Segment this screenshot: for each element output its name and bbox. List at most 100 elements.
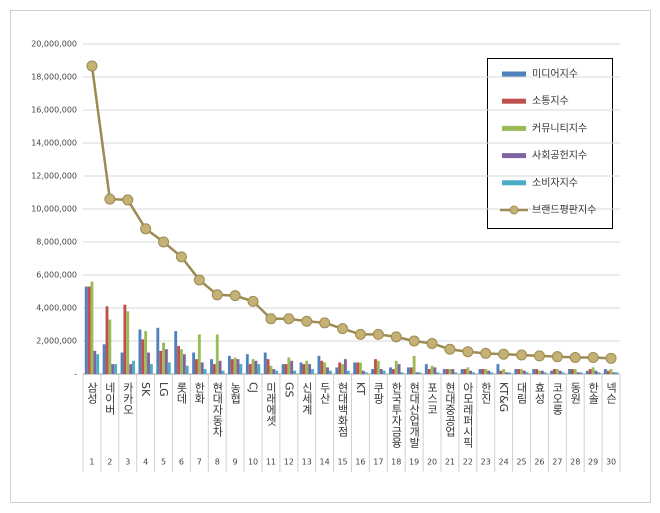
bar (525, 372, 529, 374)
bar (588, 369, 592, 374)
bar (299, 362, 303, 374)
y-tick-label: 4,000,000 (36, 304, 77, 313)
bar (346, 370, 350, 374)
bar (430, 365, 434, 374)
bar (338, 362, 342, 374)
bar (93, 350, 97, 374)
bar (174, 331, 178, 374)
bar (374, 359, 377, 374)
bar (433, 367, 437, 374)
legend-swatch (502, 71, 526, 77)
line-marker (372, 328, 384, 340)
bar (293, 370, 297, 374)
rank-label: 10 (248, 458, 258, 467)
bar (490, 372, 493, 374)
bar (177, 345, 181, 374)
line-marker (354, 328, 366, 340)
bar (409, 367, 413, 374)
legend-label: 소비자지수 (532, 177, 578, 189)
bar (87, 286, 91, 374)
bar (239, 364, 243, 374)
bar (507, 372, 511, 374)
bar (394, 360, 398, 374)
bar (111, 364, 115, 374)
bar (326, 367, 329, 374)
line-marker (569, 352, 581, 363)
rank-label: 21 (445, 458, 455, 467)
bar (463, 369, 467, 374)
bar (382, 370, 386, 374)
rank-label: 8 (215, 458, 220, 467)
line-marker (319, 317, 331, 329)
x-tick-label: 쿠팡 (372, 382, 385, 404)
bar (320, 360, 324, 374)
x-tick-label: 한화 (193, 382, 206, 405)
bar (180, 349, 183, 374)
rank-label: 17 (373, 458, 383, 467)
x-tick-label: 한진 (479, 382, 492, 404)
x-tick-label: 미래에셋 (264, 382, 277, 426)
x-tick-label: 현대중공업 (443, 382, 456, 437)
line-marker (444, 343, 456, 355)
line-marker (247, 295, 259, 307)
rank-label: 28 (570, 458, 580, 467)
bar (573, 369, 577, 374)
x-tick-label: 아모레퍼시픽 (461, 382, 474, 448)
line-marker (337, 323, 349, 335)
bar (236, 359, 240, 374)
bar (147, 352, 150, 374)
bar (257, 364, 261, 374)
bar (245, 354, 249, 374)
line-marker (462, 346, 474, 358)
legend-label: 사회공헌지수 (532, 150, 587, 162)
x-tick-label: 동원 (569, 382, 582, 404)
bar (550, 370, 554, 374)
line-marker (86, 60, 98, 72)
x-tick-label: 현대산업개발 (408, 382, 421, 448)
rank-label: 13 (302, 458, 312, 467)
bar (484, 369, 488, 374)
bar (129, 364, 133, 374)
bar (212, 364, 216, 374)
bar (248, 364, 252, 374)
bar (305, 360, 309, 374)
bar (281, 364, 285, 374)
y-tick-label: 20,000,000 (31, 40, 77, 49)
bar (233, 357, 237, 374)
y-tick-label: 14,000,000 (31, 139, 77, 148)
x-tick-label: 롯데 (175, 382, 188, 404)
bar (609, 369, 613, 374)
line-marker (265, 313, 277, 325)
bar (397, 364, 401, 374)
legend-swatch (502, 125, 526, 131)
rank-label: 15 (337, 458, 347, 467)
bar (114, 364, 118, 374)
bar (391, 369, 395, 374)
rank-label: 22 (463, 458, 473, 467)
bar (502, 369, 506, 374)
bar (284, 364, 288, 374)
x-tick-label: 한솔 (587, 382, 600, 404)
y-tick-label: 8,000,000 (36, 238, 77, 247)
bar (478, 369, 482, 374)
x-tick-label: LG (157, 382, 170, 397)
legend-label: 미디어지수 (532, 68, 578, 80)
rank-label: 27 (552, 458, 562, 467)
bar (269, 365, 273, 374)
x-tick-label: 신세계 (300, 382, 313, 416)
bar (389, 367, 392, 374)
rank-label: 30 (606, 458, 616, 467)
rank-label: 26 (534, 458, 544, 467)
line-marker (426, 337, 438, 349)
bar (311, 369, 314, 374)
x-tick-label: KT&G (497, 382, 510, 412)
bar (195, 359, 198, 374)
bar (561, 372, 565, 374)
bar (594, 370, 598, 374)
x-tick-label: 두산 (318, 382, 331, 404)
rank-label: 14 (320, 458, 330, 467)
line-marker (301, 315, 313, 327)
y-tick-label: 2,000,000 (36, 337, 77, 346)
bar (185, 365, 189, 374)
